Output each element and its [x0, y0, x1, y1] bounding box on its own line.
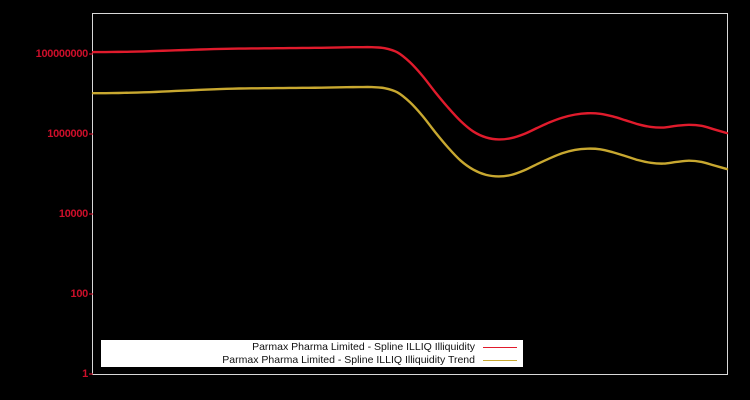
legend-item: Parmax Pharma Limited - Spline ILLIQ Ill… [101, 354, 523, 367]
legend-item-label: Parmax Pharma Limited - Spline ILLIQ Ill… [252, 340, 475, 353]
legend-item-label: Parmax Pharma Limited - Spline ILLIQ Ill… [222, 353, 475, 366]
y-axis-tick-label: 10000 [58, 208, 88, 220]
plot-area [92, 13, 728, 375]
legend-line-swatch-trend [483, 359, 517, 361]
y-axis-tick-label: 100 [70, 288, 89, 300]
legend-item: Parmax Pharma Limited - Spline ILLIQ Ill… [101, 341, 523, 354]
y-axis-tick-label: 1000000 [47, 128, 88, 140]
legend-line-swatch-illiq [483, 346, 517, 348]
y-axis-tick-label: 1 [82, 368, 88, 380]
y-axis-tick-label: 100000000 [35, 48, 89, 60]
chart-legend: Parmax Pharma Limited - Spline ILLIQ Ill… [100, 339, 524, 368]
